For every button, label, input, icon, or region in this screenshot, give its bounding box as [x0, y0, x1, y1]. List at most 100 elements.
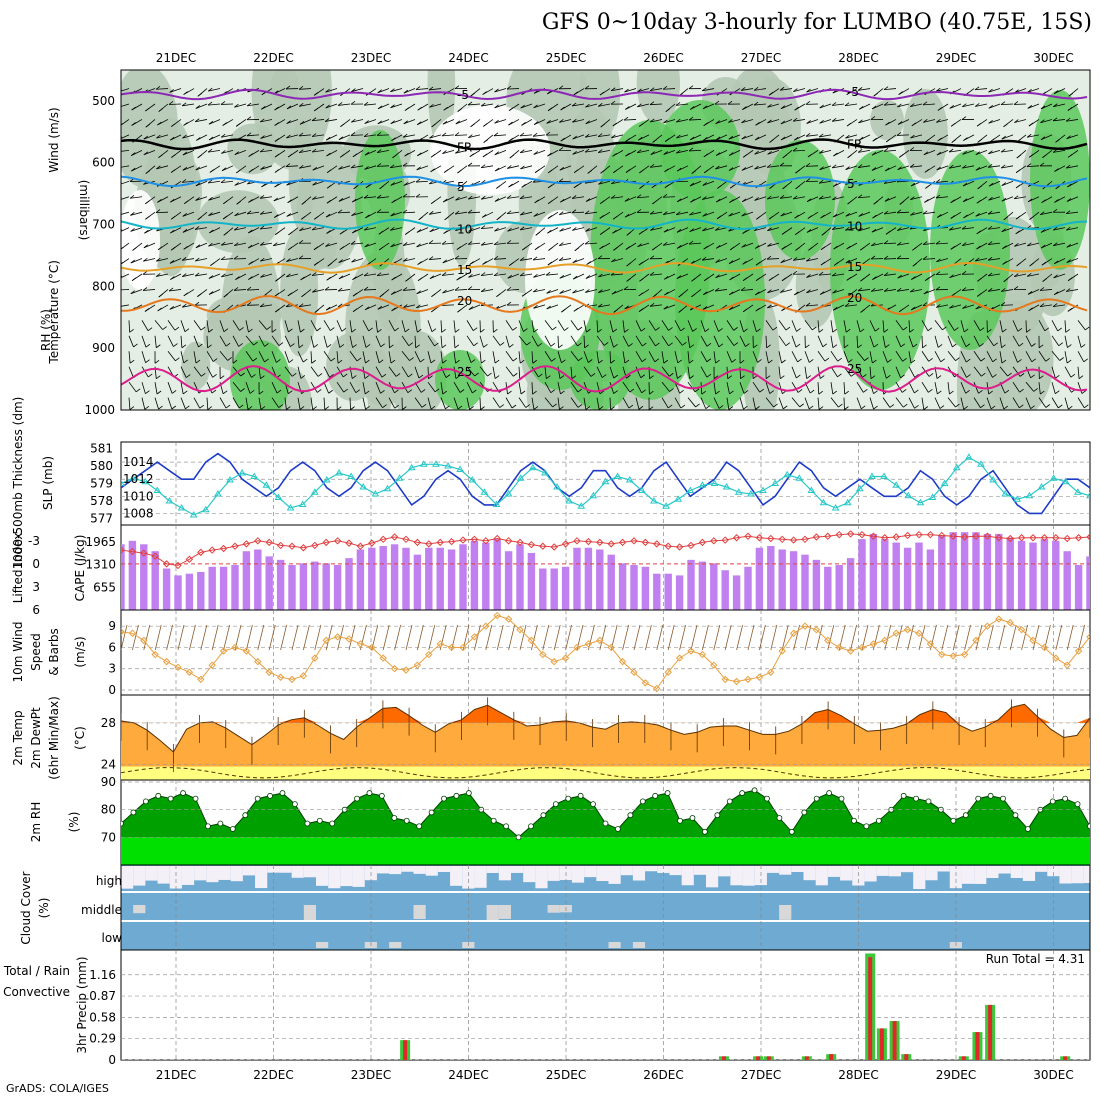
wind-barb [960, 366, 967, 378]
wind-barb-flag [676, 229, 682, 233]
wind-barb-flag [860, 309, 865, 313]
cape-bar [892, 542, 900, 610]
cloud-high-gap [986, 866, 999, 878]
wind-barb [897, 242, 910, 246]
wind-barb-flag [364, 375, 370, 379]
wind-barb-flag [663, 119, 668, 124]
wind-barb [661, 351, 665, 364]
rh2m-marker [205, 823, 211, 830]
wind-barb-flag [980, 404, 985, 409]
rh2m-marker [354, 795, 360, 802]
wind-barb-flag [858, 136, 864, 141]
wind-barb [286, 134, 299, 139]
wind-barb-flag [327, 262, 333, 267]
temp2m-label-1: 2m Temp [11, 710, 25, 765]
wind-barb-flag [925, 185, 930, 189]
wind-barb-flag [365, 214, 370, 219]
rh2m-marker [975, 795, 982, 802]
wind-barb [596, 366, 603, 378]
wind-barb-flag [628, 343, 633, 347]
wind-barb-flag [781, 231, 787, 235]
wind-barb [155, 88, 169, 90]
wind-barb-flag [870, 255, 876, 260]
rh2m-marker [639, 798, 646, 805]
wind-barb-flag [768, 91, 774, 96]
wind-barb [871, 289, 884, 292]
wind-barb-flag [239, 327, 244, 331]
wind-barb [962, 304, 975, 309]
wind-barb-flag [377, 120, 383, 125]
cape-bar [128, 540, 137, 610]
wind-barb-flag [1003, 123, 1008, 128]
wind-speed-marker [892, 629, 900, 637]
wind-barb [611, 258, 624, 263]
cloud-high-gap [1071, 866, 1084, 884]
wind-barb-flag [198, 343, 203, 348]
surface-wind-barb [371, 624, 379, 651]
lifted-index-marker [128, 547, 137, 556]
lifted-index-marker [846, 530, 855, 538]
wind-barb [208, 211, 221, 216]
thickness-marker [432, 460, 440, 467]
wind-barb-flag [650, 151, 656, 155]
wind-barb-flag [1040, 105, 1046, 110]
wind-barb-flag [600, 123, 605, 128]
wind-barb [767, 149, 780, 155]
wind-barb-flag [703, 122, 708, 126]
wind-barb [583, 335, 586, 348]
wind-barb-flag [990, 405, 996, 410]
wind-barb [611, 88, 624, 92]
wind-barb [949, 103, 962, 109]
wind-barb [247, 103, 260, 107]
wind-barb-flag [902, 326, 908, 331]
wind-barb-flag [649, 87, 655, 91]
wind-barb [1014, 119, 1027, 123]
wind-barb-flag [232, 359, 238, 364]
wind-barb-flag [196, 137, 201, 141]
wind-barb-flag [365, 359, 370, 364]
wind-barb [949, 165, 962, 169]
wind-barb-flag [121, 287, 122, 288]
wind-barb-flag [818, 390, 823, 395]
wind-barb-flag [935, 179, 941, 183]
wind-barb-flag [773, 403, 778, 408]
wind-barb-flag [577, 342, 582, 347]
wind-barb [713, 397, 720, 409]
wind-barb-flag [522, 246, 527, 251]
wind-barb-flag [311, 117, 317, 122]
wind-barb-flag [1066, 226, 1071, 231]
wind-barb-flag [795, 231, 800, 236]
credit-label: GrADS: COLA/IGES [6, 1082, 109, 1095]
top-date-label: 26DEC [643, 51, 683, 65]
wind-barb [505, 335, 510, 348]
wind-barb [559, 258, 572, 261]
wind-barb-flag [506, 301, 512, 306]
wind-barb [1077, 366, 1080, 379]
wind-barb [674, 335, 683, 346]
wind-barb-flag [718, 405, 724, 409]
lifted-index-marker [824, 532, 832, 540]
wind-barb-flag [965, 389, 970, 394]
lifted-index-marker [983, 532, 992, 540]
wind-barb [297, 351, 304, 363]
wind-barb-flag [1001, 197, 1007, 202]
wind-barb [715, 165, 728, 170]
wind-barb-flag [611, 258, 616, 263]
wind-barb [726, 397, 730, 410]
wind-barb [571, 211, 585, 214]
wind-barb-flag [274, 292, 280, 297]
wind-barb-flag [1039, 375, 1044, 380]
wind-barb [791, 366, 797, 379]
wind-barb-flag [1053, 242, 1058, 247]
wind-barb-flag [182, 134, 187, 139]
wind-barb-flag [454, 85, 460, 89]
wind-barb-flag [922, 302, 928, 306]
rh-dark-blob [1030, 90, 1090, 270]
wind-barb [401, 335, 410, 346]
cape-axis-label: CAPE (J/kg) [73, 535, 87, 602]
cloud-high-gap [340, 866, 353, 887]
wind-barb-flag [209, 169, 215, 173]
wind-barb [635, 351, 643, 362]
surface-wind-barb [531, 624, 538, 651]
wind-barb-flag [767, 119, 772, 124]
